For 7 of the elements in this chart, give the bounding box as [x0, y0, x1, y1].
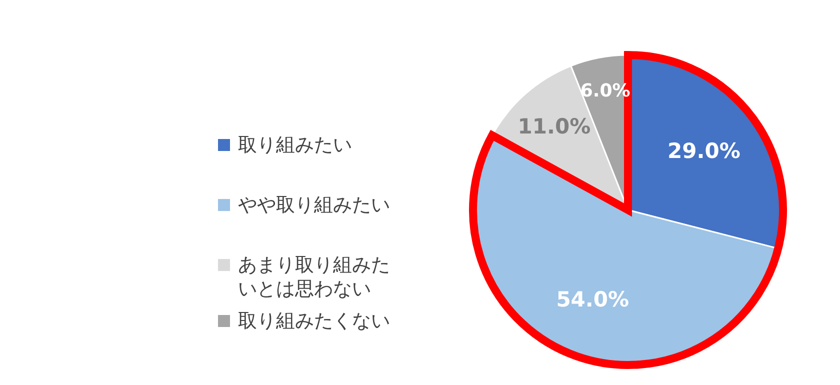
- legend-label: 取り組みたい: [238, 134, 352, 156]
- legend-label: あまり取り組みたいとは思わない: [238, 254, 390, 300]
- legend-label: やや取り組みたい: [238, 194, 390, 216]
- data-label: 11.0%: [518, 114, 591, 138]
- data-label: 29.0%: [668, 139, 740, 164]
- legend-label: 取り組みたくない: [238, 310, 390, 332]
- data-label: 54.0%: [556, 287, 630, 312]
